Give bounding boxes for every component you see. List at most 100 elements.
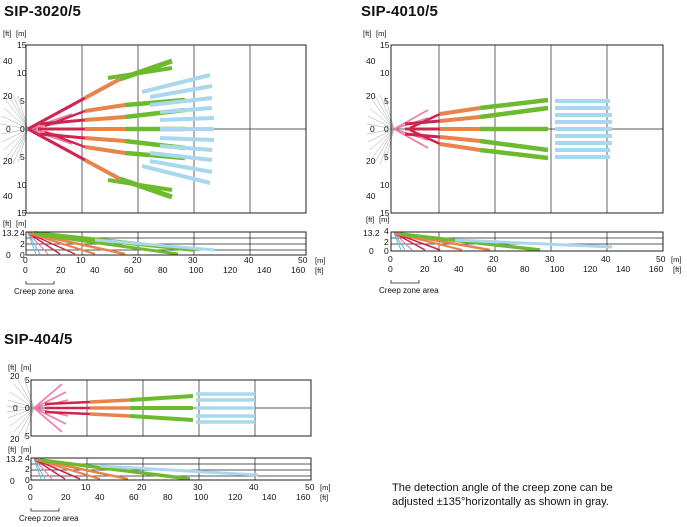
x-m-tick: 10 xyxy=(76,255,86,265)
x-ft-tick: 80 xyxy=(520,264,530,274)
x-ft-tick: 140 xyxy=(616,264,630,274)
x-ft-tick: 0 xyxy=(23,265,28,275)
top-m-tick: 5 xyxy=(20,152,25,162)
x-ft-tick: 40 xyxy=(95,492,105,502)
side-beams-sip-4010 xyxy=(393,231,613,252)
x-m-tick: 50 xyxy=(298,255,308,265)
x-m-tick: 30 xyxy=(193,482,203,492)
top-ft-unit-sip-3020: [ft] xyxy=(3,29,11,38)
x-ft-tick: 140 xyxy=(257,265,271,275)
diagram-title-sip-404: SIP-404/5 xyxy=(4,331,73,348)
x-ft-tick: 20 xyxy=(56,265,66,275)
x-ft-tick: 100 xyxy=(189,265,203,275)
x-ft-tick: 80 xyxy=(163,492,173,502)
note-line-1: The detection angle of the creep zone ca… xyxy=(392,482,613,494)
x-ft-tick: 160 xyxy=(649,264,663,274)
x-m-tick: 0 xyxy=(23,255,28,265)
x-ft-tick: 40 xyxy=(90,265,100,275)
top-m-tick: 10 xyxy=(380,180,390,190)
x-ft-tick: 20 xyxy=(420,264,430,274)
x-ft-tick: 120 xyxy=(223,265,237,275)
x-ft-tick: 60 xyxy=(487,264,497,274)
top-m-tick: 10 xyxy=(380,68,390,78)
x-ft-tick: 60 xyxy=(124,265,134,275)
top-ft-unit-sip-404: [ft] xyxy=(8,363,16,372)
top-view-sip-4010: [ft] [m] 15 10 5 0 5 10 15 40 20 0 20 40 xyxy=(363,29,664,218)
side-ft-tick: 0 xyxy=(6,250,11,260)
side-ft-tick: 0 xyxy=(10,476,15,486)
x-m-tick: 50 xyxy=(656,254,666,264)
top-m-tick: 0 xyxy=(20,124,25,134)
x-m-tick: 10 xyxy=(433,254,443,264)
side-ft-unit-sip-404: [ft] xyxy=(8,445,16,454)
top-ft-tick: 20 xyxy=(10,371,20,381)
side-ft-unit-sip-3020: [ft] xyxy=(3,219,11,228)
side-ft-tick: 13.2 xyxy=(6,454,23,464)
x-ft-tick: 160 xyxy=(291,265,305,275)
creep-zone-note: The detection angle of the creep zone ca… xyxy=(392,481,682,509)
side-m-unit-sip-4010: [m] xyxy=(379,215,389,224)
top-m-tick: 10 xyxy=(17,68,27,78)
x-ft-tick: 140 xyxy=(262,492,276,502)
creep-zone-fan-sip-404 xyxy=(6,377,35,439)
x-m-tick: 30 xyxy=(545,254,555,264)
creep-zone-fan-sip-3020 xyxy=(0,94,29,165)
side-m-tick: 4 xyxy=(25,453,30,463)
x-m-tick: 0 xyxy=(388,254,393,264)
side-ft-tick: 13.2 xyxy=(2,228,19,238)
top-view-sip-404: [ft] [m] 5 0 5 20 0 20 xyxy=(6,363,312,444)
top-ft-tick: 20 xyxy=(3,91,13,101)
side-m-tick: 0 xyxy=(20,250,25,260)
top-m-tick: 15 xyxy=(380,40,390,50)
center-beams-sip-404 xyxy=(44,394,194,422)
x-m-unit: [m] xyxy=(320,483,330,492)
x-ft-tick: 100 xyxy=(550,264,564,274)
top-ft-tick: 0 xyxy=(370,124,375,134)
x-ft-tick: 100 xyxy=(194,492,208,502)
creep-zone-label: Creep zone area xyxy=(19,514,79,523)
x-ft-tick: 120 xyxy=(228,492,242,502)
side-view-sip-404: [ft] [m] 13.2 4 2 0 0 0 10 20 30 40 50 [… xyxy=(6,445,330,523)
x-ft-tick: 0 xyxy=(388,264,393,274)
side-m-unit-sip-404: [m] xyxy=(21,445,31,454)
side-m-tick: 2 xyxy=(384,237,389,247)
x-ft-tick: 120 xyxy=(583,264,597,274)
light-blue-far-beams-sip-3020 xyxy=(141,73,215,185)
creep-zone-bracket xyxy=(390,280,420,284)
top-m-tick: 5 xyxy=(25,375,30,385)
x-ft-tick: 20 xyxy=(61,492,71,502)
creep-zone-label: Creep zone area xyxy=(379,286,439,295)
diagram-sip-3020: [ft] [m] 15 10 5 0 5 10 15 40 20 0 20 40 xyxy=(0,29,325,296)
top-ft-tick: 20 xyxy=(3,156,13,166)
side-m-tick: 2 xyxy=(20,239,25,249)
top-ft-tick: 40 xyxy=(366,56,376,66)
top-m-tick: 15 xyxy=(17,208,27,218)
top-ft-tick: 40 xyxy=(366,191,376,201)
x-m-tick: 40 xyxy=(244,255,254,265)
top-ft-tick: 20 xyxy=(10,434,20,444)
top-ft-tick: 40 xyxy=(3,56,13,66)
top-m-unit-sip-3020: [m] xyxy=(16,29,26,38)
diagram-title-sip-4010: SIP-4010/5 xyxy=(361,3,439,20)
green-long-beams-sip-3020 xyxy=(27,58,173,200)
x-m-tick: 20 xyxy=(489,254,499,264)
x-m-tick: 40 xyxy=(249,482,259,492)
light-blue-far-beams-sip-4010 xyxy=(555,99,612,159)
side-ft-tick: 0 xyxy=(369,246,374,256)
x-ft-unit: [ft] xyxy=(320,493,328,502)
x-m-tick: 40 xyxy=(601,254,611,264)
top-m-tick: 0 xyxy=(384,124,389,134)
top-m-tick: 10 xyxy=(17,180,27,190)
x-m-tick: 10 xyxy=(81,482,91,492)
side-beams-sip-404 xyxy=(33,457,259,481)
top-m-tick: 15 xyxy=(380,208,390,218)
x-m-tick: 50 xyxy=(305,482,315,492)
top-m-tick: 5 xyxy=(20,96,25,106)
top-ft-tick: 0 xyxy=(6,124,11,134)
diagram-title-sip-3020: SIP-3020/5 xyxy=(4,3,82,20)
side-beams-sip-3020 xyxy=(27,231,216,256)
side-m-tick: 0 xyxy=(25,475,30,485)
top-view-sip-3020: [ft] [m] 15 10 5 0 5 10 15 40 20 0 20 40 xyxy=(0,29,307,218)
top-m-tick: 5 xyxy=(384,152,389,162)
top-ft-tick: 20 xyxy=(366,156,376,166)
